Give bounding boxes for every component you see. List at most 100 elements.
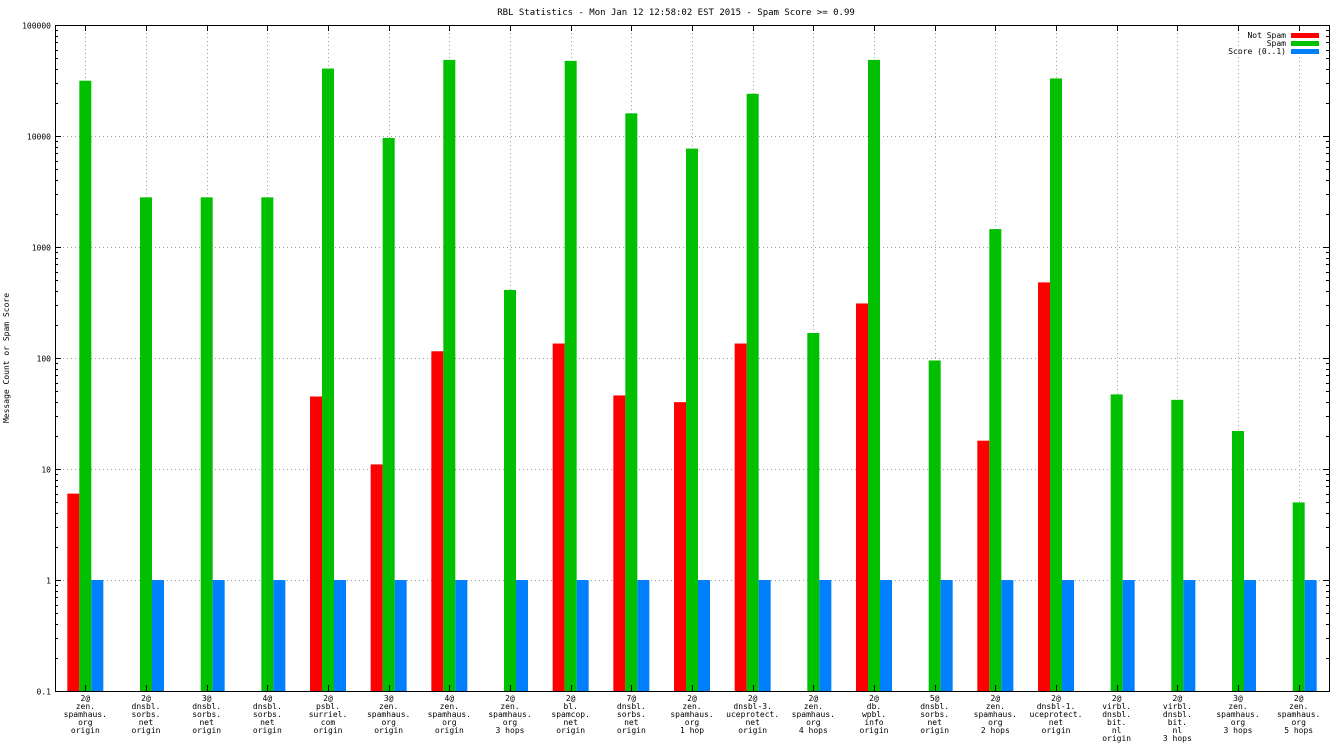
x-tick-label-line: origin — [617, 726, 646, 735]
y-tick-label: 100 — [37, 355, 52, 364]
x-tick-label-line: uceprotect. — [726, 710, 779, 719]
bar-score-0-1 — [152, 580, 164, 691]
x-tick-label-line: spamhaus. — [488, 710, 531, 719]
x-tick-label-line: org — [1231, 718, 1246, 727]
x-tick-label-line: dnsbl. — [132, 702, 161, 711]
legend-swatch — [1291, 41, 1319, 46]
x-tick-label-line: origin — [860, 726, 889, 735]
y-tick-label: 1000 — [32, 244, 51, 253]
x-tick-label-line: org — [503, 718, 518, 727]
x-tick-label-line: 3 hops — [496, 726, 525, 735]
x-tick-label: 2@ virbl. dnsbl. bit. nl 3 hops — [1163, 694, 1192, 743]
bar-score-0-1 — [1244, 580, 1256, 691]
x-tick-label-line: 2@ — [323, 694, 333, 703]
x-tick-label-line: dnsbl. — [1102, 710, 1131, 719]
legend-swatch — [1291, 49, 1319, 54]
bar-score-0-1 — [1183, 580, 1196, 691]
bar-not-spam — [977, 440, 990, 691]
x-tick-label-line: 2@ — [1051, 694, 1061, 703]
x-tick-label-line: origin — [920, 726, 949, 735]
x-tick-label-line: spamcop. — [551, 710, 590, 719]
bar-score-0-1 — [1062, 580, 1074, 691]
x-tick-label-line: uceprotect. — [1030, 710, 1083, 719]
x-tick-label-line: dnsbl. — [253, 702, 282, 711]
bar-spam — [382, 137, 395, 691]
x-tick-label-line: 3@ — [384, 694, 394, 703]
x-tick-label-line: 4@ — [263, 694, 273, 703]
bar-spam — [79, 80, 92, 692]
x-tick-label: 2@ dnsbl-1. uceprotect. net origin — [1030, 694, 1083, 735]
x-tick-label-line: spamhaus. — [1216, 710, 1259, 719]
bar-spam — [807, 332, 820, 691]
x-tick-label-line: zen. — [682, 702, 701, 711]
x-tick-label-line: net — [563, 718, 578, 727]
x-tick-label-line: org — [381, 718, 396, 727]
x-tick-label-line: dnsbl-1. — [1037, 702, 1076, 711]
x-tick-label: 2@ virbl. dnsbl. bit. nl origin — [1102, 694, 1131, 743]
bar-score-0-1 — [819, 580, 832, 691]
x-tick-label: 3@ zen. spamhaus. org origin — [367, 694, 410, 735]
x-tick-label-line: db. — [867, 702, 881, 711]
x-tick-label-line: dnsbl-3. — [733, 702, 772, 711]
x-tick-label-line: origin — [71, 726, 100, 735]
bar-spam — [200, 197, 213, 691]
x-tick-label: 2@ zen. spamhaus. org origin — [64, 694, 107, 735]
bar-not-spam — [613, 395, 626, 691]
x-tick-label-line: 1 hop — [680, 726, 704, 735]
x-tick-label-line: spamhaus. — [1277, 710, 1320, 719]
bar-score-0-1 — [273, 580, 286, 691]
bar-score-0-1 — [576, 580, 589, 691]
legend-label: Not Spam — [1247, 31, 1286, 40]
x-tick-label: 2@ psbl. surriel. com origin — [309, 694, 348, 735]
bar-not-spam — [370, 464, 383, 691]
x-tick-label-line: sorbs. — [253, 710, 282, 719]
x-tick-label-line: net — [1049, 718, 1064, 727]
x-tick-label-line: spamhaus. — [670, 710, 713, 719]
bar-score-0-1 — [880, 580, 892, 691]
y-tick-label: 10 — [41, 466, 51, 475]
bar-score-0-1 — [455, 580, 468, 691]
x-tick-label-line: dnsbl. — [617, 702, 646, 711]
x-tick-label-line: 2@ — [1112, 694, 1122, 703]
x-tick-label-line: org — [1291, 718, 1306, 727]
x-tick-label-line: origin — [556, 726, 585, 735]
bar-score-0-1 — [758, 580, 771, 691]
bar-spam — [989, 229, 1002, 692]
x-tick-label-line: 2@ — [869, 694, 879, 703]
x-tick-label-line: origin — [738, 726, 767, 735]
x-tick-label-line: origin — [253, 726, 282, 735]
x-tick-label-line: zen. — [379, 702, 398, 711]
x-tick-label-line: 3 hops — [1163, 734, 1192, 743]
x-tick-label: 2@ zen. spamhaus. org 5 hops — [1277, 694, 1320, 735]
x-tick-label-line: 3@ — [1233, 694, 1243, 703]
bar-score-0-1 — [940, 580, 953, 691]
x-tick-label-line: sorbs. — [192, 710, 221, 719]
bar-spam — [625, 113, 638, 692]
x-tick-label: 2@ zen. spamhaus. org 4 hops — [792, 694, 835, 735]
x-tick-label: 4@ zen. spamhaus. org origin — [428, 694, 471, 735]
x-tick-label-line: zen. — [986, 702, 1005, 711]
x-tick-label-line: net — [199, 718, 214, 727]
x-tick-label-line: spamhaus. — [428, 710, 471, 719]
x-tick-label-line: origin — [1102, 734, 1131, 743]
bar-score-0-1 — [1001, 580, 1014, 691]
x-tick-label-line: bit. — [1107, 718, 1126, 727]
x-tick-label-line: spamhaus. — [792, 710, 835, 719]
bar-score-0-1 — [1122, 580, 1135, 691]
y-tick-label: 0.1 — [37, 688, 52, 697]
bar-spam — [564, 60, 577, 691]
x-tick-label-line: com — [321, 718, 336, 727]
x-tick-label-line: 4@ — [445, 694, 455, 703]
x-tick-label-line: 2@ — [991, 694, 1001, 703]
x-tick-label-line: net — [624, 718, 639, 727]
x-tick-label-line: bit. — [1168, 718, 1187, 727]
x-tick-label: 2@ bl. spamcop. net origin — [551, 694, 590, 735]
x-tick-label-line: 2@ — [687, 694, 697, 703]
x-tick-label-line: org — [988, 718, 1003, 727]
x-tick-label: 3@ dnsbl. sorbs. net origin — [192, 694, 221, 735]
x-tick-label-line: sorbs. — [920, 710, 949, 719]
bar-not-spam — [856, 303, 868, 691]
x-tick-label-line: org — [442, 718, 457, 727]
bar-spam — [1292, 502, 1305, 691]
